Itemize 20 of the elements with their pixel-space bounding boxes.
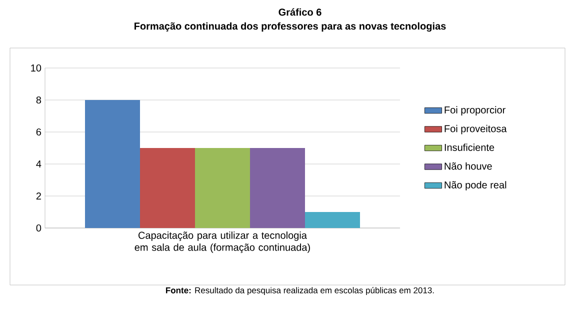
legend-label: Não pode real	[444, 181, 506, 190]
legend-label: Foi proporcior	[444, 106, 506, 116]
bar	[85, 100, 140, 228]
y-tick-label: 8	[36, 96, 42, 104]
legend-label: Não houve	[444, 162, 492, 170]
chart-subtitle: Formação continuada dos professores para as novas tecnologias	[134, 22, 446, 32]
y-tick-label: 4	[36, 160, 42, 168]
bar	[305, 212, 360, 228]
x-tick-label: Capacitação para utilizar a tecnologia em sala de aula (formação continuada)	[134, 232, 310, 253]
bar	[140, 148, 195, 228]
text: Fonte: Resultado da pesquisa realizada em escolas públicas em 2013.	[166, 286, 434, 296]
bar	[250, 148, 305, 228]
bar	[195, 148, 250, 228]
y-tick-label: 6	[36, 128, 42, 136]
chart-title: Gráfico 6	[278, 8, 322, 16]
y-tick-label: 2	[36, 192, 41, 200]
y-tick-label: 10	[31, 64, 42, 72]
legend-label: Foi proveitosa	[444, 124, 507, 134]
y-tick-label: 0	[36, 224, 42, 232]
legend-label: Insuficiente	[444, 144, 494, 151]
